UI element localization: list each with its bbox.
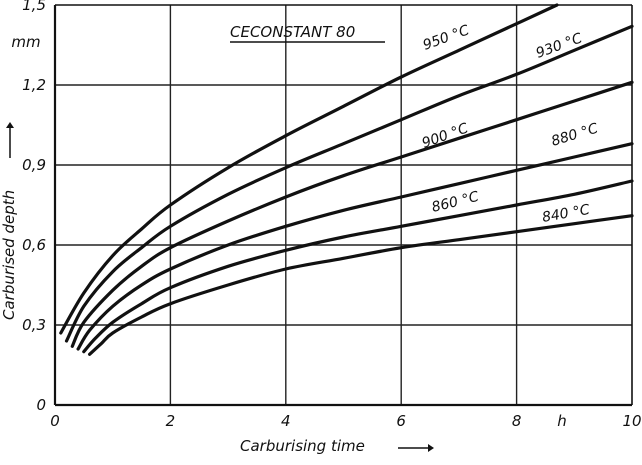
curve-label-880c: 880 °C: [549, 120, 600, 149]
curve-label-900c: 900 °C: [420, 120, 471, 152]
curve-840c: [88, 214, 634, 356]
x-tick-label: 8: [512, 412, 522, 430]
y-axis-arrow: [6, 122, 14, 158]
x-tick-label: 2: [166, 412, 176, 430]
x-tick-label: 10: [622, 412, 641, 430]
x-axis-label: Carburising time: [240, 437, 365, 455]
y-unit-label: mm: [11, 33, 40, 51]
curve-900c: [70, 80, 634, 348]
x-tick-label: 6: [396, 412, 406, 430]
y-tick-label: 1,5: [22, 0, 46, 14]
tick-labels: 0 2 4 6 8 10 0 0,3 0,6 0,9 1,2 1,5: [22, 0, 641, 430]
y-tick-label: 1,2: [22, 76, 46, 94]
chart-title: CECONSTANT 80: [230, 23, 355, 41]
x-axis-arrow: [398, 444, 434, 452]
axes-frame: [53, 4, 633, 407]
x-unit-label: h: [557, 412, 567, 430]
curve-950c: [59, 3, 559, 335]
x-tick-label: 0: [50, 412, 60, 430]
x-tick-label: 4: [281, 412, 291, 430]
curve-880c: [76, 142, 634, 351]
y-tick-label: 0: [36, 396, 46, 414]
curve-860c: [82, 179, 634, 354]
grid-lines: [55, 5, 632, 405]
y-tick-label: 0,3: [22, 316, 46, 334]
curve-930c: [64, 24, 634, 343]
y-tick-label: 0,6: [22, 236, 46, 254]
y-axis-label: Carburised depth: [0, 190, 18, 320]
y-tick-label: 0,9: [22, 156, 46, 174]
data-curves: [59, 3, 634, 356]
